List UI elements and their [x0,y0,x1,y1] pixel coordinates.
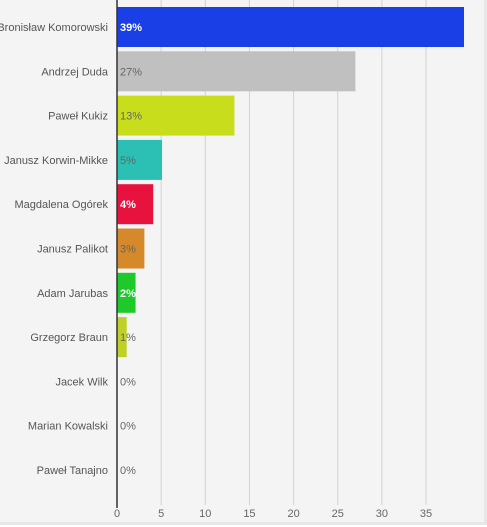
data-label: 0% [120,465,136,477]
bar [117,139,163,180]
data-label: 27% [120,66,142,78]
category-label: Jacek Wilk [55,376,108,388]
x-tick-label: 30 [376,508,388,520]
category-label: Janusz Korwin-Mikke [4,155,108,167]
bar [117,95,235,136]
bar [117,184,154,225]
axes: 0 5 10 15 20 25 30 35 [114,0,432,520]
bar [117,7,464,47]
bar [117,51,356,92]
data-label: 0% [120,421,136,433]
category-label: Janusz Palikot [37,244,108,256]
x-tick-label: 35 [420,508,432,520]
labels: Bronisław Komorowski 39% Andrzej Duda 27% Pa… [0,22,142,477]
x-tick-label: 25 [332,508,344,520]
x-tick-label: 5 [158,508,164,520]
data-label: 3% [120,244,136,256]
data-label: 39% [120,22,142,34]
category-label: Andrzej Duda [41,66,109,78]
data-label: 4% [120,199,136,211]
bar [117,228,145,269]
bar [117,317,127,358]
category-label: Grzegorz Braun [30,332,108,344]
bars [117,7,464,358]
data-label: 2% [120,288,136,300]
data-label: 5% [120,155,136,167]
x-tick-label: 15 [243,508,255,520]
category-label: Paweł Tanajno [37,465,108,477]
bar [117,272,136,313]
x-tick-label: 10 [199,508,211,520]
category-label: Paweł Kukiz [48,111,108,123]
data-label: 1% [120,332,136,344]
data-label: 0% [120,376,136,388]
x-tick-label: 20 [287,508,299,520]
category-label: Bronisław Komorowski [0,22,108,34]
category-label: Adam Jarubas [37,288,108,300]
category-label: Marian Kowalski [28,421,108,433]
x-tick-label: 0 [114,508,120,520]
category-label: Magdalena Ogórek [14,199,108,211]
data-label: 13% [120,111,142,123]
